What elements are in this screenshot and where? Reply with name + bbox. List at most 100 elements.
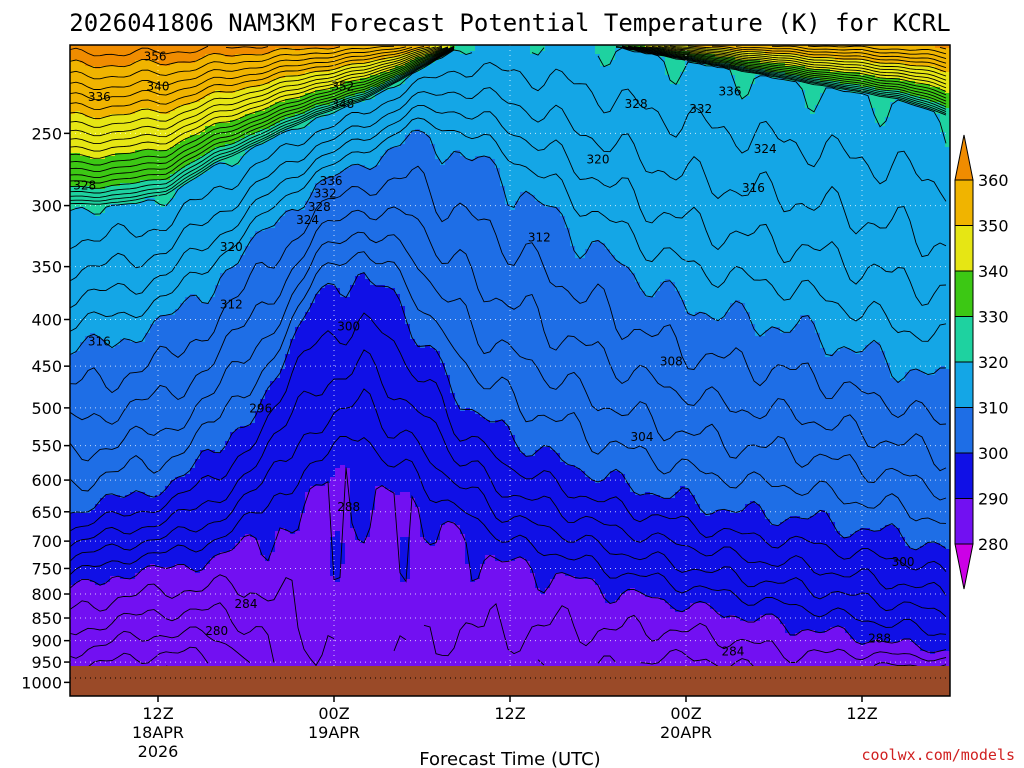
field-cell — [300, 75, 306, 97]
field-cell — [700, 513, 706, 604]
field-cell — [915, 549, 921, 646]
field-cell — [855, 354, 861, 532]
contour-label-text: 328 — [308, 200, 331, 214]
field-cell — [725, 312, 731, 511]
field-cell — [155, 567, 161, 682]
field-cell — [295, 75, 301, 100]
field-cell — [430, 63, 436, 145]
field-cell — [100, 585, 106, 696]
field-cell — [890, 378, 896, 526]
field-cell — [530, 54, 536, 196]
field-cell — [895, 99, 901, 382]
field-cell — [540, 45, 546, 52]
field-cell — [520, 453, 526, 559]
field-cell — [470, 45, 476, 52]
field-cell — [425, 45, 431, 49]
field-cell — [270, 81, 276, 106]
field-cell — [95, 189, 101, 217]
field-cell — [720, 48, 726, 58]
field-cell — [695, 312, 701, 505]
field-cell — [180, 168, 186, 187]
field-cell — [890, 63, 896, 79]
field-cell — [150, 45, 156, 61]
field-cell — [235, 543, 241, 696]
field-cell — [220, 162, 226, 274]
field-cell — [945, 45, 950, 49]
field-cell — [135, 573, 141, 696]
field-cell — [80, 579, 86, 696]
field-cell — [945, 147, 950, 370]
field-cell — [215, 453, 221, 556]
field-cell — [835, 531, 841, 628]
field-cell — [375, 60, 381, 76]
field-cell — [895, 90, 901, 100]
field-cell — [180, 303, 186, 478]
field-cell — [785, 333, 791, 520]
field-cell — [75, 207, 81, 352]
field-cell — [800, 57, 806, 67]
field-cell — [295, 531, 301, 696]
contour-label: 284 — [235, 597, 258, 611]
field-cell — [525, 192, 531, 457]
field-cell — [385, 489, 391, 696]
field-cell — [945, 48, 950, 73]
contour-label: 300 — [892, 555, 915, 569]
field-cell — [595, 45, 601, 55]
field-cell — [270, 381, 276, 553]
contour-label-text: 312 — [220, 297, 243, 311]
field-cell — [590, 45, 596, 244]
field-cell — [940, 45, 946, 49]
field-cell — [215, 45, 221, 55]
field-cell — [235, 165, 241, 265]
field-cell — [70, 513, 76, 586]
field-cell — [795, 54, 801, 67]
field-cell — [785, 45, 791, 55]
field-cell — [155, 63, 161, 112]
contour-label-text: 300 — [337, 319, 360, 333]
field-cell — [220, 123, 226, 148]
field-cell — [70, 354, 76, 514]
field-cell — [935, 543, 941, 652]
field-cell — [130, 153, 136, 184]
field-cell — [690, 63, 696, 316]
field-cell — [910, 369, 916, 550]
colorbar: 280 290 300 310 320 330 340 350 360 — [954, 134, 1009, 590]
field-cell — [280, 48, 286, 79]
field-cell — [225, 93, 231, 124]
field-cell — [130, 114, 136, 154]
field-cell — [245, 45, 251, 55]
field-cell — [70, 114, 76, 154]
field-cell — [105, 45, 111, 67]
field-cell — [810, 45, 816, 58]
field-cell — [865, 60, 871, 76]
field-cell — [915, 369, 921, 550]
field-cell — [155, 495, 161, 568]
field-cell — [235, 54, 241, 91]
field-cell — [555, 573, 561, 696]
field-cell — [370, 45, 376, 61]
field-cell — [680, 612, 686, 696]
field-cell — [600, 480, 606, 595]
field-cell — [395, 57, 401, 67]
field-cell — [170, 567, 176, 667]
field-cell — [515, 558, 521, 696]
field-cell — [615, 600, 621, 696]
contour-label-text: 336 — [719, 85, 742, 99]
field-cell — [335, 288, 341, 469]
field-cell — [920, 99, 926, 109]
field-cell — [185, 165, 191, 184]
field-cell — [75, 153, 81, 187]
field-cell — [765, 615, 771, 696]
field-cell — [140, 150, 146, 181]
field-cell — [150, 498, 156, 565]
contour-line — [70, 251, 947, 524]
field-cell — [320, 90, 326, 106]
field-cell — [945, 369, 950, 550]
field-cell — [350, 528, 356, 696]
field-cell — [215, 555, 221, 696]
field-cell — [390, 492, 396, 696]
field-cell — [320, 288, 326, 487]
field-cell — [545, 45, 551, 208]
field-cell — [630, 273, 636, 493]
contour-line — [70, 45, 947, 110]
